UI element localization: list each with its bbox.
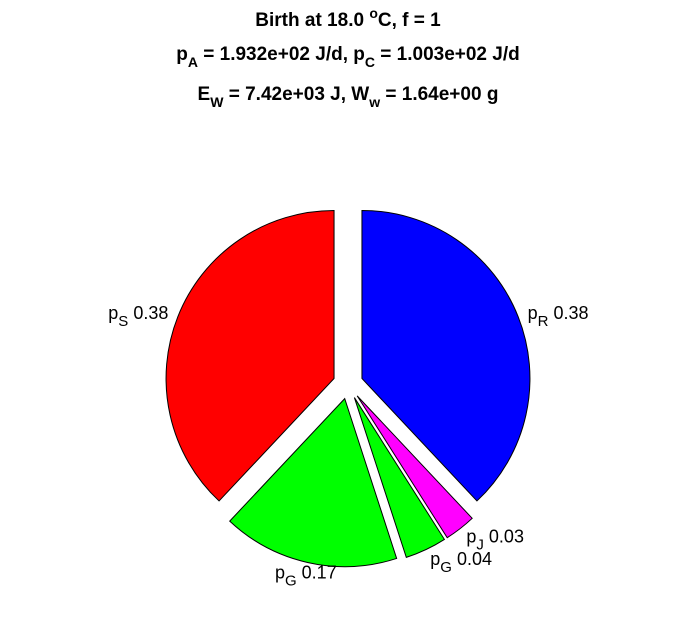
chart-title: pA = 1.932e+02 J/d, pC = 1.003e+02 J/d [176,44,519,70]
label-sub: G [285,573,297,590]
title-text: Birth at 18.0 [255,10,369,31]
slice-label: pS 0.38 [108,303,168,330]
slice-label: pG 0.17 [275,563,337,590]
pie-slice [353,397,446,558]
title-text: C, f = 1 [378,10,441,31]
pie-slice [165,209,335,502]
title-sub: C [365,54,375,70]
title-sub: W [210,94,224,110]
chart-title: EW = 7.42e+03 J, Ww = 1.64e+00 g [198,84,499,110]
title-text: E [198,84,211,105]
title-text: = 1.003e+02 J/d [375,44,520,65]
label-sub: R [538,313,549,330]
label-sub: G [440,559,452,576]
label-value: 0.38 [133,303,168,323]
label-base: p [466,527,476,547]
title-text: p [176,44,188,65]
pie-slice [229,397,398,568]
label-value: 0.04 [457,549,492,569]
title-sub: w [368,94,380,110]
title-text: = 1.64e+00 g [380,84,498,105]
label-base: p [430,549,440,569]
label-base: p [108,303,118,323]
label-value: 0.17 [302,563,337,583]
label-sub: J [476,537,484,554]
label-base: p [275,563,285,583]
label-sub: S [118,313,128,330]
pie-slice [361,209,531,502]
title-sub: A [188,54,198,70]
slice-label: pJ 0.03 [466,527,524,554]
label-base: p [528,303,538,323]
slice-label: pG 0.04 [430,549,492,576]
label-value: 0.03 [489,527,524,547]
label-value: 0.38 [553,303,588,323]
title-sup: o [369,5,378,21]
title-text: = 1.932e+02 J/d, p [198,44,365,65]
slice-label: pR 0.38 [528,303,589,330]
pie-slice [356,395,473,539]
chart-title: Birth at 18.0 oC, f = 1 [255,5,441,31]
title-text: = 7.42e+03 J, W [223,84,369,105]
